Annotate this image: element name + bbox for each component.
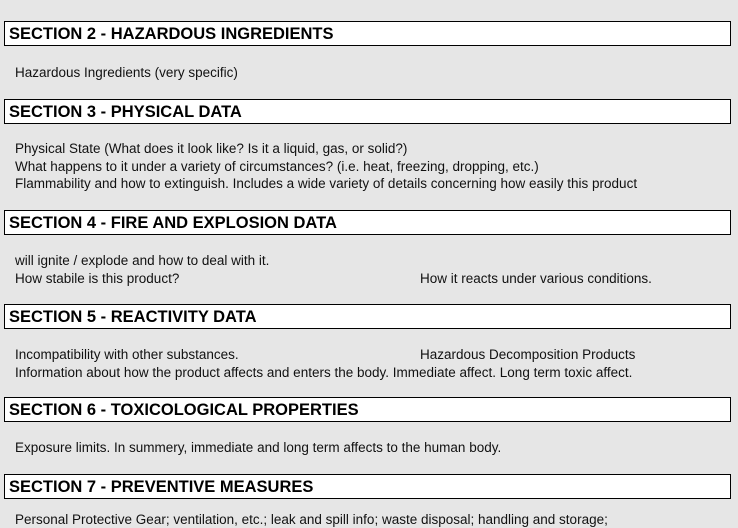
section-header: SECTION 5 - REACTIVITY DATA [4, 304, 731, 329]
section-text: Incompatibility with other substances. [15, 347, 239, 362]
section-text: Hazardous Decomposition Products [420, 347, 636, 362]
section-text: Exposure limits. In summery, immediate a… [15, 440, 502, 455]
section-header: SECTION 6 - TOXICOLOGICAL PROPERTIES [4, 397, 731, 422]
section-text: Physical State (What does it look like? … [15, 141, 408, 156]
section-text: Personal Protective Gear; ventilation, e… [15, 512, 608, 527]
section-text: Information about how the product affect… [15, 364, 633, 380]
section-text: Flammability and how to extinguish. Incl… [15, 176, 638, 191]
section-text: What happens to it under a variety of ci… [15, 158, 539, 174]
section-header: SECTION 7 - PREVENTIVE MEASURES [4, 474, 731, 499]
section-header: SECTION 3 - PHYSICAL DATA [4, 99, 731, 124]
section-text: Hazardous Ingredients (very specific) [15, 65, 238, 80]
section-header: SECTION 4 - FIRE AND EXPLOSION DATA [4, 210, 731, 235]
section-text: will ignite / explode and how to deal wi… [15, 253, 270, 268]
section-text: How stabile is this product? [15, 270, 180, 286]
section-text: How it reacts under various conditions. [420, 270, 652, 286]
section-header: SECTION 2 - HAZARDOUS INGREDIENTS [4, 21, 731, 46]
